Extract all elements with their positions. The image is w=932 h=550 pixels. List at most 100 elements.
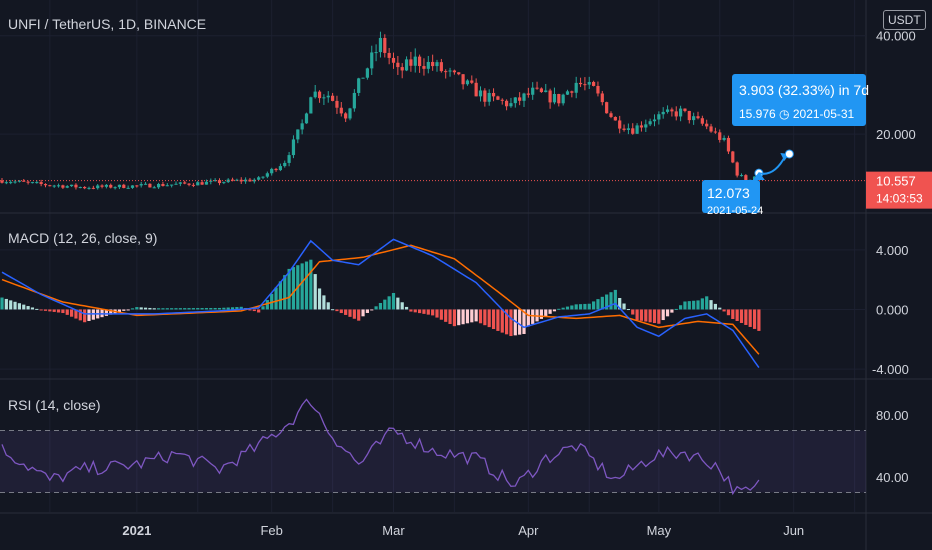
- candle-body: [148, 183, 152, 188]
- macd-histogram-bar: [48, 309, 52, 312]
- candle-body: [409, 59, 413, 66]
- macd-histogram-bar: [83, 309, 87, 323]
- macd-histogram-bar: [431, 309, 435, 316]
- symbol-title[interactable]: UNFI / TetherUS, 1D, BINANCE: [8, 16, 207, 32]
- rsi-title[interactable]: RSI (14, close): [8, 397, 101, 413]
- candle-body: [709, 126, 713, 132]
- macd-histogram-bar: [613, 289, 617, 310]
- macd-histogram-bar: [204, 308, 209, 310]
- macd-histogram-bar: [313, 274, 317, 310]
- macd-title[interactable]: MACD (12, 26, close, 9): [8, 230, 158, 246]
- macd-histogram-bar: [222, 307, 226, 310]
- currency-badge[interactable]: USDT: [883, 10, 926, 30]
- macd-histogram-bar: [274, 287, 278, 310]
- candle-body: [274, 168, 278, 171]
- macd-histogram-bar: [657, 309, 661, 324]
- candle-body: [217, 180, 222, 184]
- candle-body: [700, 118, 704, 124]
- candle-body: [304, 113, 309, 124]
- macd-histogram-bar: [70, 309, 74, 317]
- candle-body: [422, 66, 426, 69]
- candle-body: [739, 175, 744, 177]
- macd-histogram-bar: [17, 303, 21, 310]
- candle-body: [557, 93, 561, 104]
- candle-body: [78, 186, 82, 188]
- candle-body: [674, 111, 678, 117]
- macd-histogram-bar: [109, 309, 113, 315]
- macd-histogram-bar: [544, 309, 548, 317]
- projection-end-dot: [784, 149, 794, 159]
- candle-body: [213, 180, 217, 182]
- candle-body: [522, 93, 526, 101]
- candle-body: [135, 185, 139, 187]
- x-axis-label: Mar: [382, 523, 405, 538]
- candle-body: [505, 100, 509, 107]
- candle-body: [261, 176, 265, 178]
- macd-histogram-bar: [661, 309, 665, 321]
- macd-histogram-bar: [200, 308, 204, 310]
- macd-histogram-bar: [478, 309, 483, 324]
- macd-histogram-bar: [191, 308, 195, 310]
- macd-histogram-bar: [278, 281, 282, 310]
- projection-line: [758, 155, 787, 175]
- candle-body: [592, 81, 596, 86]
- macd-histogram-bar: [439, 309, 443, 320]
- macd-histogram-bar: [383, 299, 387, 310]
- macd-histogram-bar: [483, 309, 487, 326]
- macd-histogram-bar: [235, 307, 239, 310]
- macd-histogram-bar: [374, 306, 378, 310]
- candle-body: [187, 183, 191, 185]
- macd-histogram-bar: [265, 300, 269, 310]
- candle-body: [391, 57, 396, 63]
- candle-body: [661, 111, 665, 115]
- macd-histogram-bar: [718, 307, 722, 310]
- macd-histogram-bar: [135, 307, 139, 310]
- candle-body: [13, 181, 17, 183]
- macd-histogram-bar: [609, 292, 613, 310]
- candle-body: [491, 92, 496, 97]
- macd-histogram-bar: [605, 294, 609, 310]
- candle-body: [361, 77, 365, 79]
- macd-histogram-bar: [331, 309, 335, 311]
- macd-histogram-bar: [474, 309, 478, 322]
- macd-histogram-bar: [352, 309, 356, 319]
- candle-body: [705, 123, 709, 127]
- macd-histogram-bar: [387, 296, 391, 310]
- macd-histogram-bar: [444, 309, 448, 322]
- candle-body: [635, 125, 639, 134]
- candle-body: [326, 95, 330, 98]
- macd-histogram-bar: [143, 307, 148, 310]
- candle-body: [278, 166, 282, 171]
- candle-body: [209, 180, 213, 182]
- macd-histogram-bar: [752, 309, 757, 329]
- macd-histogram-bar: [61, 309, 65, 314]
- candle-body: [744, 175, 748, 182]
- candle-body: [339, 107, 343, 114]
- macd-histogram-bar: [648, 309, 652, 323]
- candle-body: [0, 180, 4, 183]
- candle-body: [378, 37, 383, 53]
- candle-body: [291, 139, 296, 156]
- macd-histogram-bar: [248, 309, 252, 311]
- candle-body: [600, 93, 604, 103]
- candle-body: [613, 116, 617, 121]
- candle-body: [565, 91, 570, 95]
- macd-histogram-bar: [426, 309, 430, 315]
- projection-change: 3.903 (32.33%) in 7d: [739, 82, 869, 98]
- macd-histogram-bar: [43, 309, 48, 311]
- candle-body: [605, 102, 609, 114]
- candle-body: [431, 61, 435, 67]
- macd-histogram-bar: [587, 303, 591, 310]
- candle-body: [26, 181, 30, 183]
- candle-body: [296, 129, 300, 140]
- candle-body: [679, 108, 683, 117]
- macd-histogram-bar: [565, 306, 570, 310]
- candle-body: [496, 96, 500, 100]
- candle-body: [130, 185, 135, 188]
- candle-body: [548, 90, 552, 103]
- candle-body: [687, 110, 691, 121]
- candle-body: [70, 184, 74, 187]
- macd-histogram-bar: [287, 268, 291, 310]
- candle-body: [96, 185, 100, 189]
